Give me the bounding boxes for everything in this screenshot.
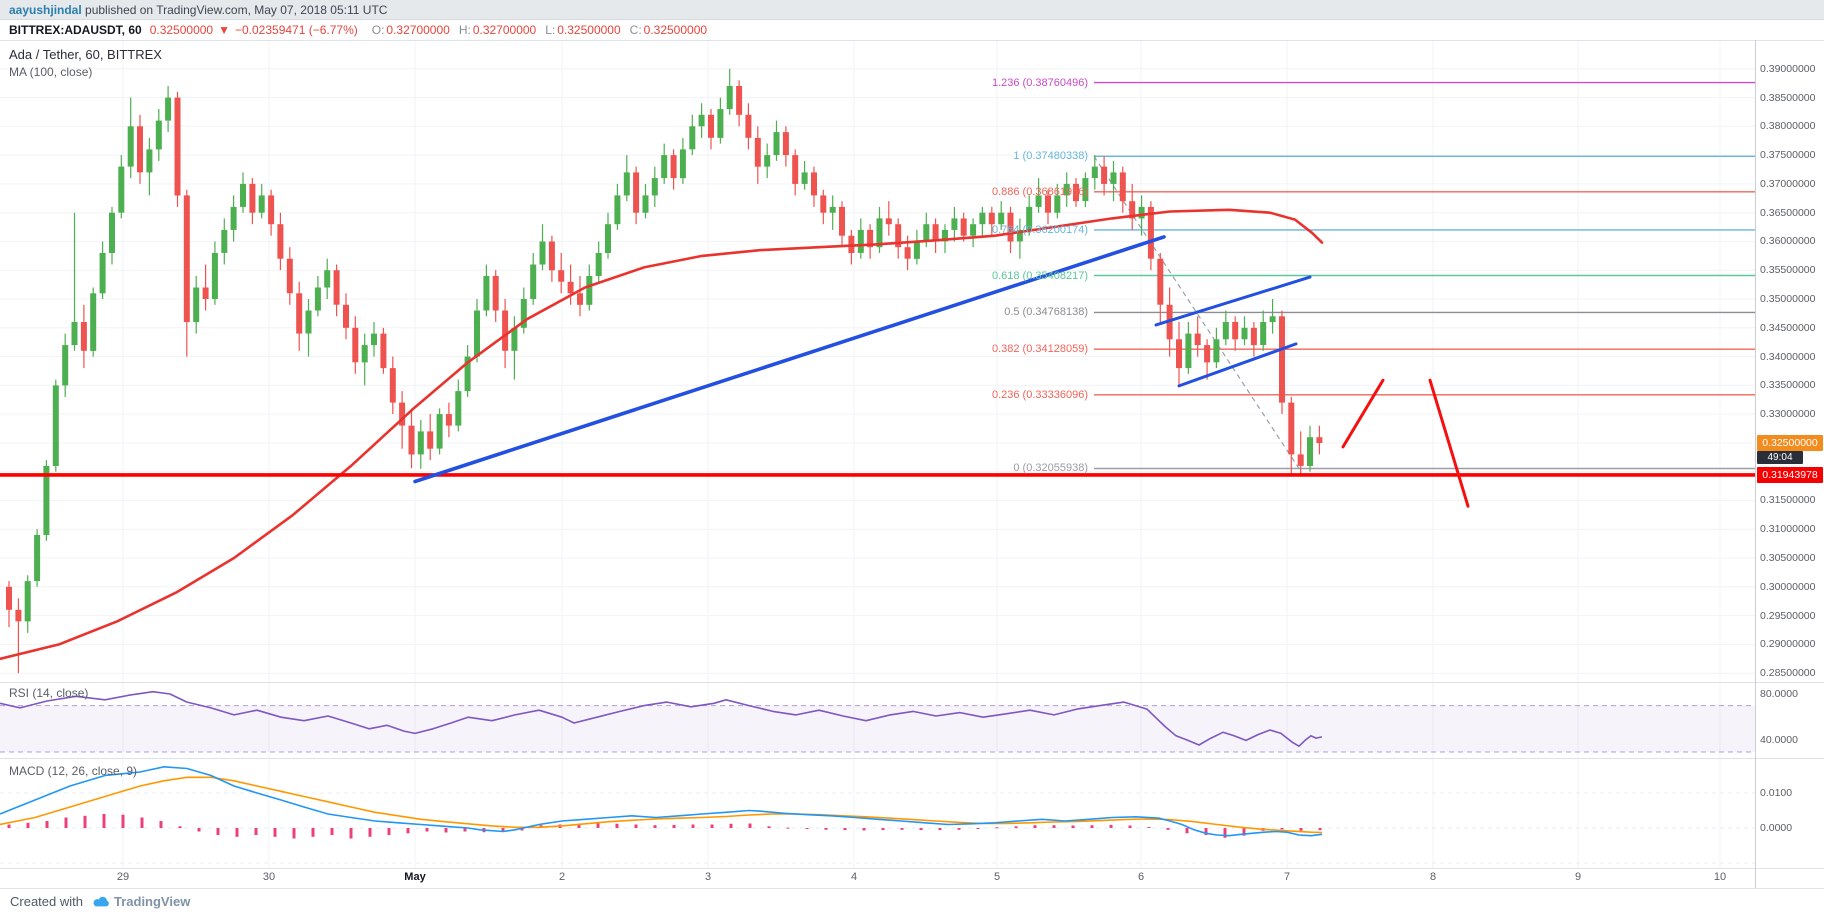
created-with-text: Created with [10, 893, 83, 909]
price-axis-label: 0.29000000 [1760, 638, 1816, 651]
price-axis-label: 0.34500000 [1760, 321, 1816, 334]
macd-axis-label: 0.0100 [1760, 787, 1793, 799]
tradingview-logo-icon[interactable] [92, 894, 110, 909]
price-axis-label: 0.38000000 [1760, 120, 1816, 133]
fib-level-label: 1 (0.37480338) [1013, 150, 1088, 163]
ma100-line [0, 208, 1324, 661]
sketch-line [1341, 378, 1385, 449]
price-axis-label: 0.38500000 [1760, 91, 1816, 104]
rsi-axis-label: 80.0000 [1760, 688, 1798, 700]
time-axis-label: 5 [993, 871, 1001, 883]
candlestick-series [6, 68, 1323, 674]
ohlc-label: O: [371, 23, 385, 37]
tradingview-link[interactable]: TradingView [113, 893, 191, 909]
ohlc-values: O: 0.32700000 H: 0.32700000 L: 0.32500000 C: 0.… [363, 23, 707, 37]
footer: Created with TradingView [10, 890, 190, 912]
price-axis-label: 0.35000000 [1760, 293, 1816, 306]
ohlc-value: 0.32500000 [643, 23, 708, 37]
fib-level-label: 0.236 (0.33336096) [991, 388, 1088, 401]
fib-level-label: 0.382 (0.34128059) [991, 343, 1088, 356]
alert-price-tag: 0.31943978 [1757, 466, 1823, 483]
time-axis-label: 29 [116, 871, 130, 883]
ohlc-value: 0.32700000 [472, 23, 537, 37]
trendline [413, 235, 1166, 484]
rsi-line [0, 690, 1323, 748]
attribution-bar: aayushjindal published on TradingView.co… [0, 0, 1824, 20]
price-change: −0.02359471 (−6.77%) [234, 23, 358, 37]
time-axis-label: 6 [1137, 871, 1145, 883]
price-axis-label: 0.36500000 [1760, 206, 1816, 219]
price-axis-label: 0.34000000 [1760, 350, 1816, 363]
countdown-tag: 49:04 [1757, 451, 1803, 465]
time-axis-label: 2 [558, 871, 566, 883]
change-arrow-icon: ▼ [218, 23, 230, 37]
price-axis-label: 0.31000000 [1760, 523, 1816, 536]
price-axis-label: 0.30500000 [1760, 552, 1816, 565]
time-axis-label: 7 [1283, 871, 1291, 883]
chart-legend-title: Ada / Tether, 60, BITTREX [9, 47, 162, 62]
trendline [1177, 342, 1298, 388]
price-axis-label: 0.29500000 [1760, 609, 1816, 622]
rsi-axis-label: 40.0000 [1760, 734, 1798, 747]
rsi-pane-label: RSI (14, close) [9, 686, 89, 700]
symbol-info-bar: BITTREX:ADAUSDT, 60 0.32500000 ▼ −0.0235947… [0, 20, 1824, 40]
last-price-tag: 0.32500000 [1757, 434, 1823, 451]
fib-level-label: 1.236 (0.38760496) [991, 76, 1088, 89]
ma-indicator-label: MA (100, close) [9, 65, 93, 79]
price-axis-label: 0.33000000 [1760, 408, 1816, 421]
attribution-text: published on TradingView.com, May 07, 20… [81, 3, 388, 17]
price-axis-label: 0.30000000 [1760, 580, 1816, 593]
fib-level-label: 0.5 (0.34768138) [1004, 306, 1088, 319]
fib-level-label: 0.618 (0.35408217) [991, 269, 1088, 282]
price-axis-label: 0.36000000 [1760, 235, 1816, 248]
price-axis-label: 0.35500000 [1760, 264, 1816, 277]
time-axis-label: 8 [1429, 871, 1437, 883]
fib-level-label: 0.764 (0.36200174) [991, 223, 1088, 236]
ohlc-label: C: [629, 23, 642, 37]
macd-line [0, 765, 1323, 837]
author-link[interactable]: aayushjindal [9, 3, 82, 17]
ohlc-label: L: [545, 23, 556, 37]
price-axis-label: 0.37500000 [1760, 149, 1816, 162]
rsi-band [0, 705, 1755, 752]
time-axis-label: May [404, 871, 426, 883]
time-axis-label: 9 [1574, 871, 1582, 883]
time-axis-label: 10 [1713, 871, 1727, 883]
time-axis-label: 30 [262, 871, 276, 883]
macd-axis-label: 0.0000 [1760, 822, 1793, 834]
time-axis-label: 4 [850, 871, 858, 883]
ohlc-label: H: [458, 23, 471, 37]
macd-signal-line [0, 776, 1323, 834]
ohlc-value: 0.32700000 [386, 23, 450, 37]
fib-level-label: 0.886 (0.36861956) [991, 185, 1088, 198]
fib-level-label: 0 (0.32055938) [1013, 462, 1088, 475]
price-axis-label: 0.33500000 [1760, 379, 1816, 392]
price-axis-label: 0.31500000 [1760, 494, 1816, 507]
time-axis-label: 3 [704, 871, 712, 883]
sketch-line [1428, 378, 1470, 508]
macd-pane-label: MACD (12, 26, close, 9) [9, 764, 138, 778]
price-axis-label: 0.37000000 [1760, 177, 1816, 190]
last-price-value: 0.32500000 [149, 23, 214, 37]
price-axis-label: 0.39000000 [1760, 62, 1816, 75]
ohlc-value: 0.32500000 [557, 23, 621, 37]
price-axis-label: 0.28500000 [1760, 667, 1816, 680]
symbol-name: BITTREX:ADAUSDT, 60 [9, 23, 142, 37]
fib-retracement [1094, 81, 1755, 470]
trendline [1154, 275, 1312, 327]
